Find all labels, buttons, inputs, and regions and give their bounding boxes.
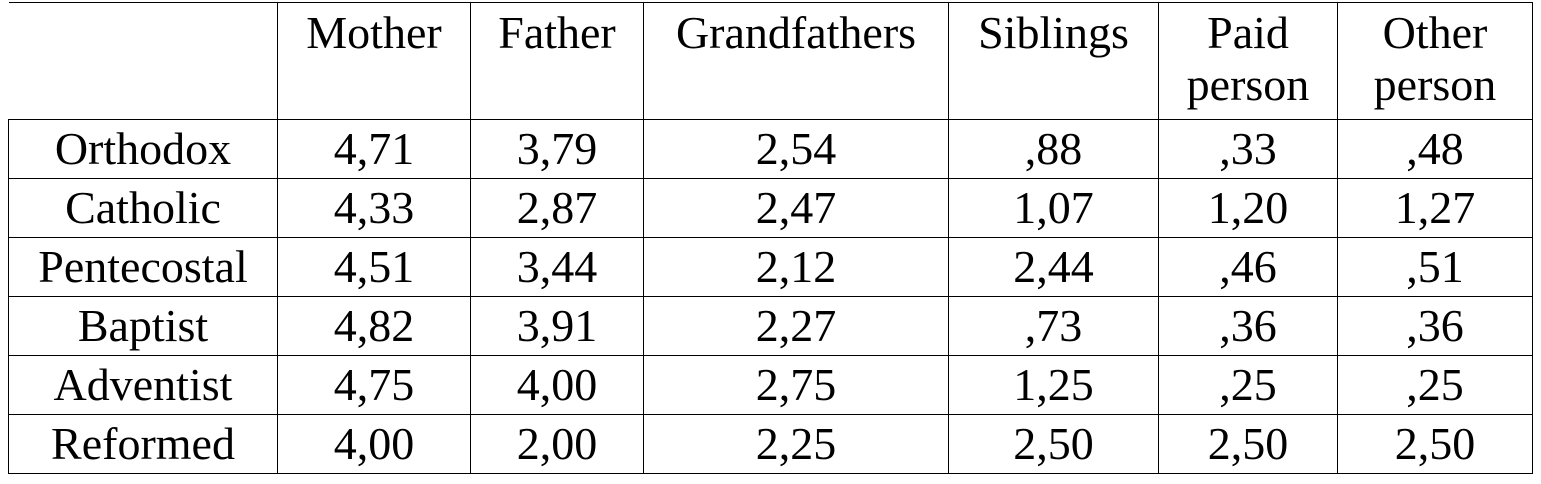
table-cell: ,48 — [1337, 119, 1533, 179]
table-cell: 3,44 — [470, 237, 644, 297]
row-header: Baptist — [8, 296, 278, 356]
table-cell: 2,00 — [470, 414, 644, 474]
table-row: Catholic 4,33 2,87 2,47 1,07 1,20 1,27 — [8, 178, 1533, 238]
table-cell: ,25 — [1158, 355, 1338, 415]
table-cell: 2,25 — [643, 414, 949, 474]
row-header: Catholic — [8, 178, 278, 238]
row-header: Reformed — [8, 414, 278, 474]
table-cell: ,88 — [948, 119, 1159, 179]
table-cell: ,36 — [1337, 296, 1533, 356]
row-header: Adventist — [8, 355, 278, 415]
corner-cell — [8, 2, 278, 120]
table-cell: 3,79 — [470, 119, 644, 179]
table-cell: 4,00 — [277, 414, 471, 474]
table-cell: 2,50 — [1337, 414, 1533, 474]
table-row: Orthodox 4,71 3,79 2,54,88,33,48 — [8, 119, 1533, 179]
table-row: Reformed 4,00 2,00 2,25 2,50 2,50 2,50 — [8, 414, 1533, 474]
table-cell: 4,82 — [277, 296, 471, 356]
table-cell: ,46 — [1158, 237, 1338, 297]
table-cell: 1,25 — [948, 355, 1159, 415]
table-cell: 3,91 — [470, 296, 644, 356]
table-cell: ,36 — [1158, 296, 1338, 356]
column-header: Siblings — [948, 2, 1159, 120]
table-cell: 2,75 — [643, 355, 949, 415]
table-cell: 2,47 — [643, 178, 949, 238]
row-header: Pentecostal — [8, 237, 278, 297]
table-cell: 1,07 — [948, 178, 1159, 238]
table-cell: 2,54 — [643, 119, 949, 179]
table-cell: 1,27 — [1337, 178, 1533, 238]
column-header: Grandfathers — [643, 2, 949, 120]
table-cell: ,51 — [1337, 237, 1533, 297]
column-header: Paid person — [1158, 2, 1338, 120]
data-table: Mother Father Grandfathers Siblings Paid per… — [8, 2, 1533, 474]
header-row: Mother Father Grandfathers Siblings Paid per… — [8, 2, 1533, 120]
table-cell: 4,33 — [277, 178, 471, 238]
table-cell: ,73 — [948, 296, 1159, 356]
row-header: Orthodox — [8, 119, 278, 179]
table-cell: 2,50 — [1158, 414, 1338, 474]
table-cell: 2,12 — [643, 237, 949, 297]
table-cell: 2,44 — [948, 237, 1159, 297]
table-cell: ,33 — [1158, 119, 1338, 179]
column-header: Mother — [277, 2, 471, 120]
table-cell: 4,75 — [277, 355, 471, 415]
column-header: Father — [470, 2, 644, 120]
table-row: Pentecostal 4,51 3,44 2,12 2,44,46,51 — [8, 237, 1533, 297]
table-cell: 1,20 — [1158, 178, 1338, 238]
table-row: Adventist 4,75 4,00 2,75 1,25,25,25 — [8, 355, 1533, 415]
table-cell: 4,71 — [277, 119, 471, 179]
table-cell: 2,50 — [948, 414, 1159, 474]
column-header: Other person — [1337, 2, 1533, 120]
table-cell: ,25 — [1337, 355, 1533, 415]
table-cell: 2,27 — [643, 296, 949, 356]
table-cell: 4,00 — [470, 355, 644, 415]
table-cell: 4,51 — [277, 237, 471, 297]
table-row: Baptist 4,82 3,91 2,27,73,36,36 — [8, 296, 1533, 356]
table-cell: 2,87 — [470, 178, 644, 238]
